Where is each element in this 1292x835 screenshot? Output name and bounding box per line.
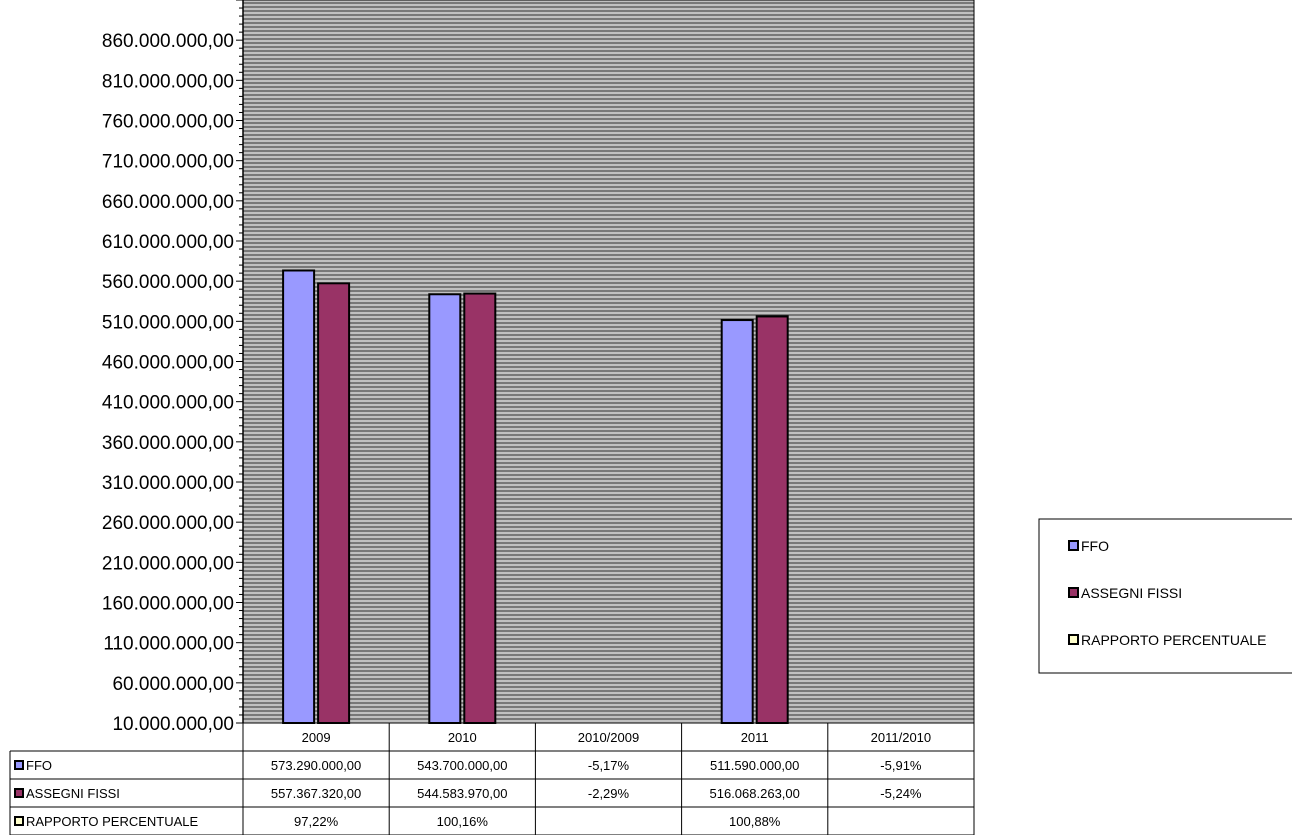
legend-swatch [1068,634,1079,645]
table-cell-value: 544.583.970,00 [417,786,507,801]
table-cell-value: 100,88% [729,814,781,829]
x-category-label: 2010/2009 [578,730,639,745]
y-tick-label: 110.000.000,00 [103,634,234,655]
table-row-label: ASSEGNI FISSI [26,786,120,801]
legend-box [1038,518,1292,674]
x-category-label: 2011/2010 [871,730,932,745]
table-row-key [14,816,24,826]
bar-ffo [720,319,754,724]
y-tick-label: 710.000.000,00 [102,152,234,173]
table-row-key [14,788,24,798]
bar-assegni-fissi [755,315,789,724]
y-axis: 10.000.000,00 60.000.000,00 110.000.000,00… [102,0,244,735]
y-tick-label: 310.000.000,00 [102,473,234,494]
table-row-label: RAPPORTO PERCENTUALE [26,814,199,829]
y-tick-label: 260.000.000,00 [102,513,234,534]
x-category-label: 2009 [302,730,331,745]
bar-assegni-fissi [317,282,351,724]
y-tick-label: 610.000.000,00 [102,232,234,253]
y-tick-label: 410.000.000,00 [102,393,234,414]
plot-area [242,0,975,724]
table-cell-value: 97,22% [294,814,339,829]
x-category-label: 2011 [741,730,769,745]
data-table: 2009 2010 2010/2009 2011 2011/2010 FFO 573.290… [9,722,975,835]
legend-label: ASSEGNI FISSI [1081,585,1182,601]
table-cell-value: -2,29% [588,786,630,801]
table-cell-value: 573.290.000,00 [271,758,361,773]
y-tick-label: 160.000.000,00 [102,594,234,615]
legend-swatch [1068,587,1079,598]
bar-ffo [282,269,316,724]
gridlines [243,2,974,720]
bar-ffo [428,293,462,724]
table-cell-value: 511.590.000,00 [710,758,799,773]
table-cell-value: 543.700.000,00 [417,758,507,773]
y-tick-label: 210.000.000,00 [102,553,234,574]
table-row-key [14,760,24,770]
table-cell-value: 100,16% [437,814,489,829]
y-tick-label: 810.000.000,00 [102,71,234,92]
table-row-label: FFO [26,758,52,773]
table-cell-value: 557.367.320,00 [271,786,361,801]
y-tick-label: 760.000.000,00 [102,112,234,133]
legend-label: RAPPORTO PERCENTUALE [1081,632,1266,648]
y-tick-label: 510.000.000,00 [102,312,234,333]
table-cell-value: -5,17% [588,758,630,773]
bars [282,269,789,724]
y-tick-label: 560.000.000,00 [102,272,234,293]
legend-swatch [1068,540,1079,551]
y-tick-label: 10.000.000,00 [112,714,234,735]
legend: FFO ASSEGNI FISSI RAPPORTO PERCENTUALE [1038,518,1292,674]
y-tick-label: 460.000.000,00 [102,353,234,374]
bar-assegni-fissi [463,292,497,724]
x-category-label: 2010 [448,730,477,745]
table-cell-value: -5,91% [880,758,922,773]
y-tick-label: 860.000.000,00 [102,31,234,52]
y-tick-label: 60.000.000,00 [112,674,234,695]
legend-label: FFO [1081,538,1109,554]
hatch-gridlines [243,2,974,720]
y-tick-label: 660.000.000,00 [102,192,234,213]
table-cell-value: 516.068.263,00 [710,786,800,801]
table-cell-value: -5,24% [880,786,922,801]
y-tick-label: 360.000.000,00 [102,433,234,454]
